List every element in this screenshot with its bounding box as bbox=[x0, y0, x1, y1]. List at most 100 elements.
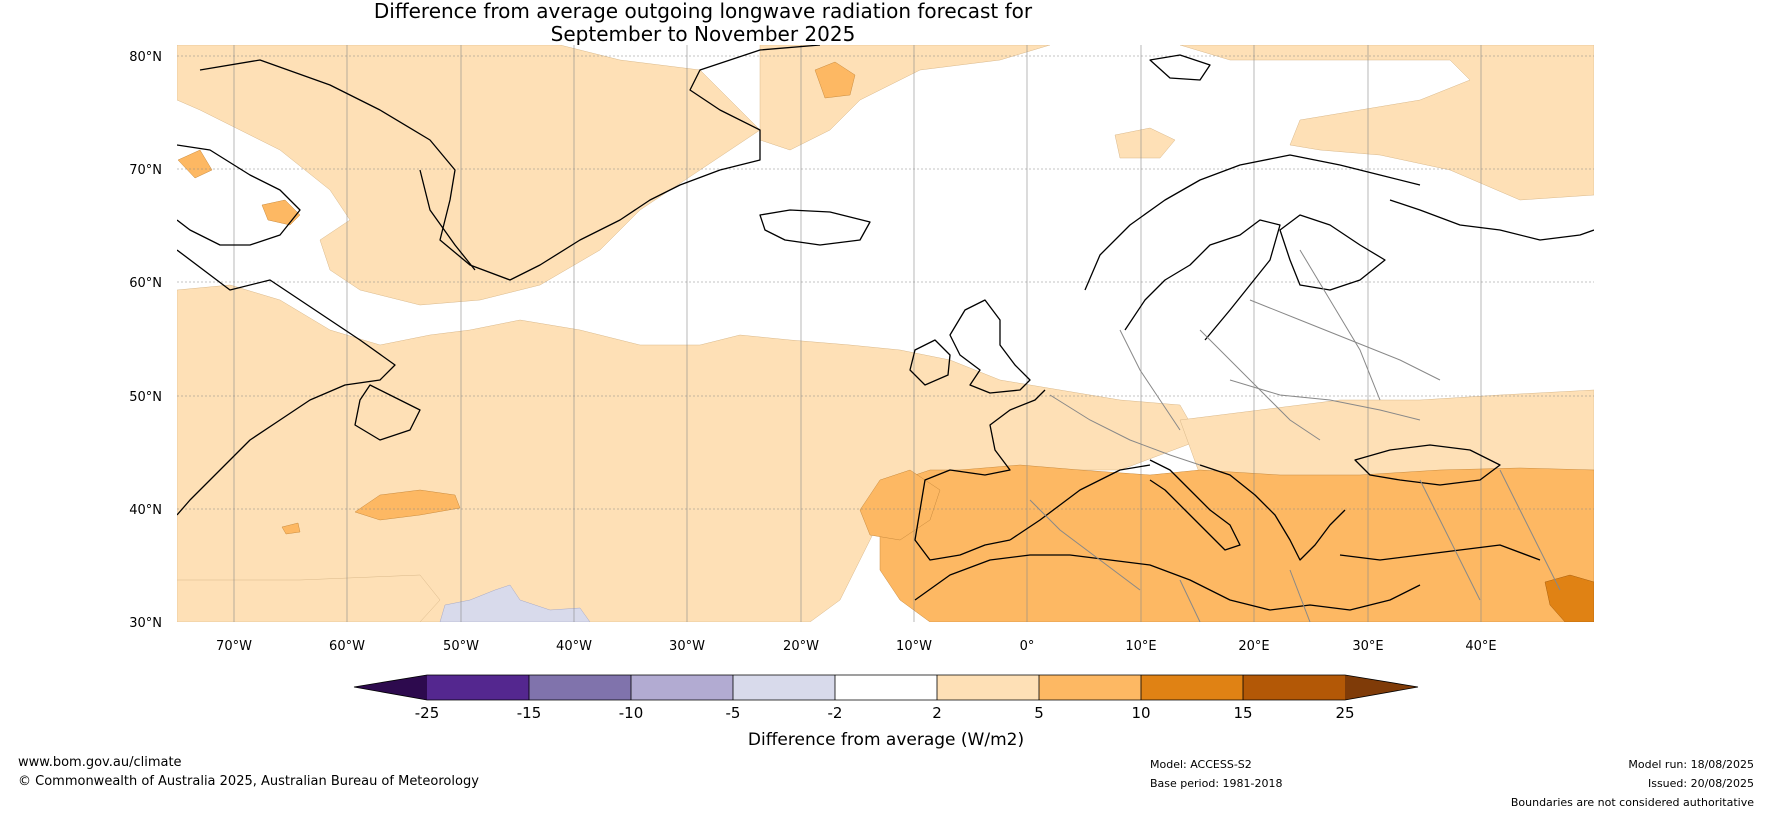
fill-5-10-west-iberia bbox=[859, 469, 941, 541]
colorbar-tick-neg10: -10 bbox=[619, 704, 644, 722]
fill-neg5-neg2-atlantic bbox=[439, 584, 591, 622]
lon-label-70w: 70°W bbox=[216, 639, 252, 654]
border-9 bbox=[1419, 479, 1481, 601]
longitude-labels: 70°W 60°W 50°W 40°W 30°W 20°W 10°W 0° 10… bbox=[216, 639, 1497, 654]
footer-issued: Issued: 20/08/2025 bbox=[1647, 777, 1754, 790]
colorbar-bin-8 bbox=[1141, 675, 1243, 700]
colorbar-bin-6 bbox=[937, 675, 1039, 700]
footer-website[interactable]: www.bom.gov.au/climate bbox=[18, 755, 182, 770]
coast-canada-north bbox=[177, 144, 301, 246]
lon-label-30e: 30°E bbox=[1352, 639, 1383, 654]
coast-black-sea bbox=[1354, 444, 1501, 486]
anomaly-fills bbox=[177, 45, 1594, 622]
footer-run-info: Model run: 18/08/2025 Issued: 20/08/2025… bbox=[1511, 755, 1754, 812]
colorbar-tick-neg15: -15 bbox=[517, 704, 542, 722]
border-6 bbox=[1029, 499, 1141, 591]
border-5 bbox=[1299, 249, 1381, 401]
fill-10-15-middle-east bbox=[1544, 574, 1594, 622]
gridlines bbox=[177, 45, 1594, 622]
fill-5-10-greenland-east bbox=[814, 61, 856, 99]
fill-5-10-canada bbox=[177, 149, 213, 179]
colorbar-tick-25: 25 bbox=[1335, 704, 1354, 722]
coast-norway bbox=[1084, 154, 1421, 291]
colorbar-outline bbox=[353, 674, 1419, 701]
lat-label-50n: 50°N bbox=[129, 390, 162, 405]
fill-5-10-small-1 bbox=[281, 522, 301, 535]
lon-label-20w: 20°W bbox=[783, 639, 819, 654]
lon-label-40w: 40°W bbox=[556, 639, 592, 654]
footer-boundaries: Boundaries are not considered authoritat… bbox=[1510, 796, 1754, 809]
colorbar-tick-5: 5 bbox=[1034, 704, 1044, 722]
coast-balkans bbox=[1199, 464, 1346, 561]
coast-labrador bbox=[177, 249, 396, 516]
fill-2-5-lower-left bbox=[177, 574, 441, 622]
colorbar-bin-4 bbox=[733, 675, 835, 700]
lon-label-20e: 20°E bbox=[1238, 639, 1269, 654]
border-11 bbox=[1229, 379, 1421, 421]
lat-label-30n: 30°N bbox=[129, 616, 162, 631]
colorbar-extend-high bbox=[1345, 675, 1418, 700]
lon-label-50w: 50°W bbox=[443, 639, 479, 654]
lon-label-0: 0° bbox=[1020, 639, 1035, 654]
fill-2-5-small-north bbox=[1114, 127, 1176, 159]
colorbar-tick-2: 2 bbox=[932, 704, 942, 722]
coast-finland bbox=[1279, 214, 1386, 291]
footer-copyright: © Commonwealth of Australia 2025, Austra… bbox=[18, 774, 479, 789]
coastlines bbox=[177, 45, 1594, 611]
map-title: Difference from average outgoing longwav… bbox=[0, 0, 1406, 46]
colorbar-bin-7 bbox=[1039, 675, 1141, 700]
coast-newfoundland bbox=[354, 384, 421, 441]
coast-iceland bbox=[759, 209, 871, 246]
lon-label-10e: 10°E bbox=[1125, 639, 1156, 654]
coast-russia-north bbox=[1389, 199, 1594, 241]
coast-italy bbox=[1149, 459, 1241, 551]
coast-turkey-south bbox=[1339, 544, 1541, 561]
fill-5-10-mediterranean bbox=[879, 464, 1594, 622]
colorbar-bin-2 bbox=[529, 675, 631, 700]
lon-label-30w: 30°W bbox=[669, 639, 705, 654]
coast-britain bbox=[949, 299, 1031, 394]
fill-5-10-labrador bbox=[261, 199, 301, 226]
footer-model: Model: ACCESS-S2 bbox=[1150, 758, 1252, 771]
coast-europe-west bbox=[914, 389, 1046, 561]
colorbar-title: Difference from average (W/m2) bbox=[748, 730, 1024, 750]
lat-label-40n: 40°N bbox=[129, 503, 162, 518]
latitude-labels: 80°N 70°N 60°N 50°N 40°N 30°N bbox=[129, 50, 162, 631]
coast-ireland bbox=[909, 339, 951, 386]
border-10 bbox=[1499, 469, 1561, 591]
title-line-1: Difference from average outgoing longwav… bbox=[373, 0, 1033, 23]
coast-iberia-med bbox=[1009, 464, 1151, 541]
colorbar-tick-neg25: -25 bbox=[415, 704, 440, 722]
colorbar-bin-5 bbox=[835, 675, 937, 700]
fill-2-5-north-atlantic bbox=[177, 45, 761, 306]
border-1 bbox=[1049, 394, 1201, 466]
colorbar-extend-low bbox=[354, 675, 427, 700]
colorbar-bin-3 bbox=[631, 675, 733, 700]
border-4 bbox=[1249, 299, 1441, 381]
coast-north-africa bbox=[914, 554, 1421, 611]
footer-left: www.bom.gov.au/climate © Commonwealth of… bbox=[18, 753, 479, 791]
border-2 bbox=[1119, 329, 1181, 431]
colorbar-tick-15: 15 bbox=[1233, 704, 1252, 722]
border-7 bbox=[1179, 579, 1201, 622]
colorbar-bin-1 bbox=[427, 675, 529, 700]
colorbar-tick-10: 10 bbox=[1131, 704, 1150, 722]
lon-label-60w: 60°W bbox=[329, 639, 365, 654]
border-8 bbox=[1289, 569, 1311, 622]
footer-model-run: Model run: 18/08/2025 bbox=[1628, 758, 1754, 771]
colorbar: -25 -15 -10 -5 -2 2 5 10 15 25 Differenc… bbox=[353, 674, 1419, 750]
title-line-2: September to November 2025 bbox=[550, 22, 856, 46]
lon-label-40e: 40°E bbox=[1465, 639, 1496, 654]
fill-2-5-arctic-east bbox=[1179, 45, 1594, 201]
coast-greenland bbox=[199, 45, 821, 281]
border-3 bbox=[1199, 329, 1321, 441]
footer-base-period: Base period: 1981-2018 bbox=[1150, 777, 1283, 790]
lat-label-80n: 80°N bbox=[129, 50, 162, 65]
lon-label-10w: 10°W bbox=[896, 639, 932, 654]
coast-sweden bbox=[1124, 219, 1281, 341]
coast-greenland-west bbox=[419, 169, 476, 271]
colorbar-bin-9 bbox=[1243, 675, 1345, 700]
lat-label-70n: 70°N bbox=[129, 163, 162, 178]
borders bbox=[1029, 249, 1561, 622]
